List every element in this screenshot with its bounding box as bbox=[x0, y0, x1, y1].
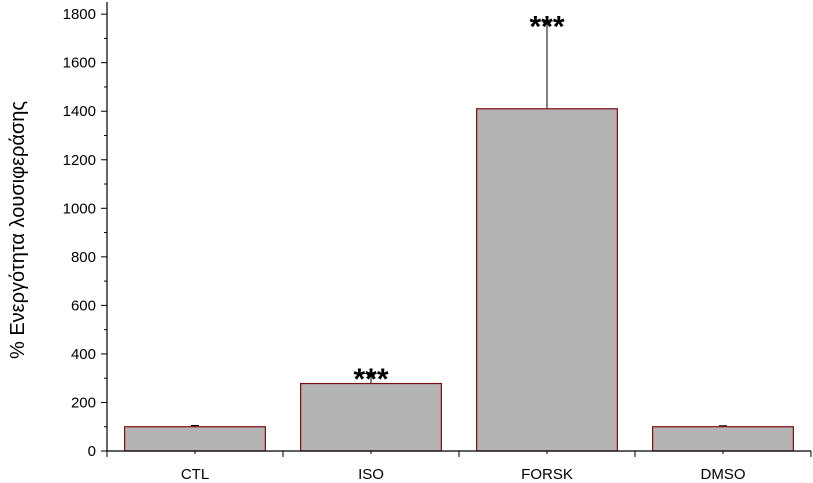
x-tick-label: ISO bbox=[358, 466, 384, 483]
x-tick-label: FORSK bbox=[521, 466, 573, 483]
y-tick-label: 1400 bbox=[63, 103, 96, 120]
bar-iso bbox=[300, 382, 443, 452]
y-tick-label: 1000 bbox=[63, 200, 96, 217]
bar-forsk bbox=[476, 108, 619, 452]
y-axis-title: % Ενεργότητα λουσιφεράσης bbox=[7, 101, 29, 359]
plot-area: CTL *** ISO *** FORSK DMSO 0 200 400 600 800 1000 12… bbox=[63, 2, 812, 483]
x-tick-label: CTL bbox=[181, 466, 209, 483]
bar-dmso bbox=[651, 426, 794, 452]
y-tick-label: 200 bbox=[71, 394, 96, 411]
y-tick-label: 1200 bbox=[63, 152, 96, 169]
significance-label: *** bbox=[353, 363, 388, 396]
y-tick-label: 800 bbox=[71, 249, 96, 266]
y-tick-label: 1800 bbox=[63, 6, 96, 23]
significance-label: *** bbox=[529, 11, 564, 44]
bar-ctl bbox=[123, 426, 267, 452]
y-tick-label: 400 bbox=[71, 346, 96, 363]
y-tick-label: 0 bbox=[88, 443, 96, 460]
y-tick-label: 1600 bbox=[63, 55, 96, 72]
y-tick-label: 600 bbox=[71, 297, 96, 314]
x-tick-label: DMSO bbox=[701, 466, 746, 483]
